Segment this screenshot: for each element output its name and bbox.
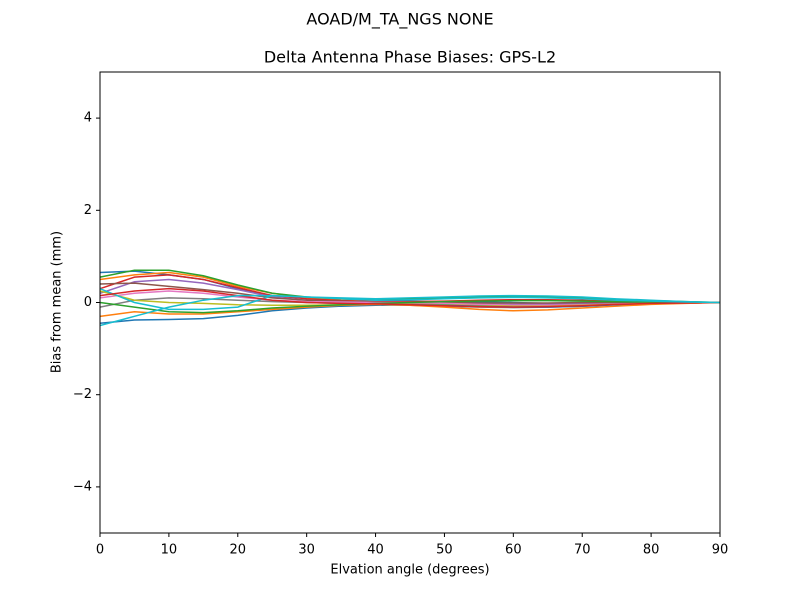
plot-frame xyxy=(99,71,721,534)
x-tick-label: 50 xyxy=(436,543,453,558)
y-tick-label: 2 xyxy=(84,203,92,218)
chart-title: Delta Antenna Phase Biases: GPS-L2 xyxy=(264,48,556,67)
suptitle: AOAD/M_TA_NGS NONE xyxy=(306,10,493,30)
y-tick-label: −4 xyxy=(73,479,92,494)
x-axis-label: Elvation angle (degrees) xyxy=(330,563,489,578)
x-tick-label: 90 xyxy=(712,543,729,558)
x-tick-label: 10 xyxy=(161,543,178,558)
y-axis-label: Bias from mean (mm) xyxy=(50,231,65,373)
x-tick-label: 30 xyxy=(298,543,315,558)
series-line xyxy=(99,294,721,327)
x-tick-label: 60 xyxy=(505,543,522,558)
y-tick-label: 4 xyxy=(84,111,92,126)
series-line xyxy=(99,287,721,311)
x-tick-label: 20 xyxy=(230,543,247,558)
x-tick-label: 40 xyxy=(367,543,384,558)
x-tick-label: 0 xyxy=(96,543,104,558)
y-tick-label: 0 xyxy=(84,295,92,310)
series-line xyxy=(99,299,720,314)
x-tick-label: 70 xyxy=(574,543,591,558)
y-tick-label: −2 xyxy=(73,387,92,402)
x-tick-label: 80 xyxy=(643,543,660,558)
series-line xyxy=(99,287,721,308)
